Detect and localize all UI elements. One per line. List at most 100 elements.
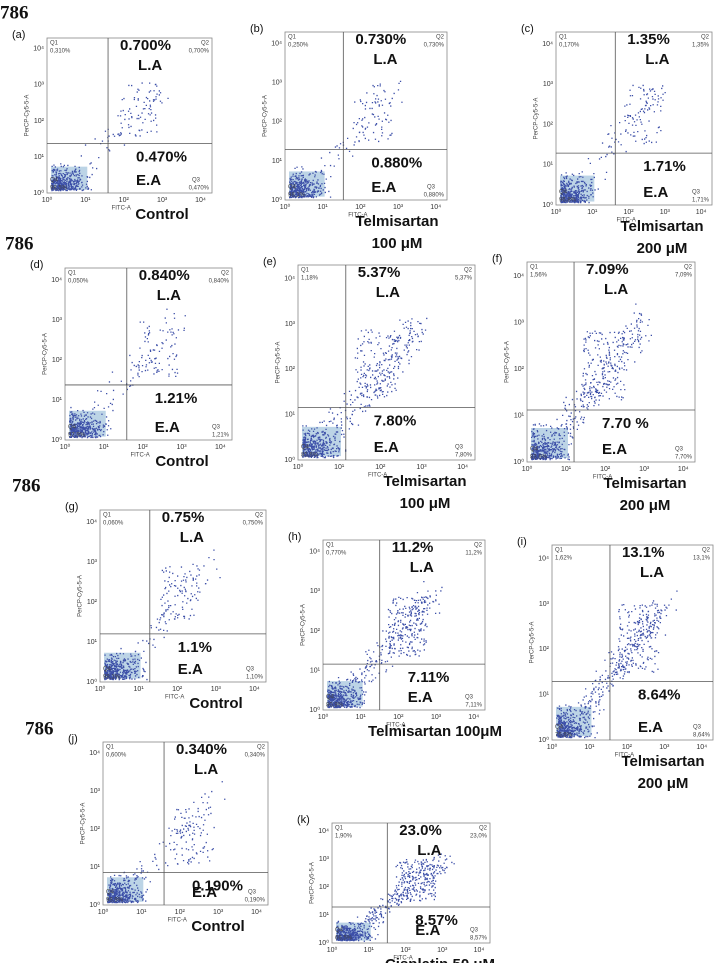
x-tick-label: 10³	[393, 204, 404, 211]
x-tick-label: 10¹	[318, 204, 329, 211]
panel-label: (j)	[68, 733, 78, 745]
condition-label: Telmisartan	[383, 473, 466, 490]
condition-label: 200 μM	[638, 775, 689, 792]
x-axis-label: FITC-A	[386, 723, 405, 729]
y-tick-label: 10²	[543, 121, 554, 128]
cell-dots	[327, 581, 443, 709]
late-apoptosis-percent: 13.1%	[622, 544, 665, 561]
condition-label: 100 μM	[372, 235, 423, 252]
quadrant-name: Q2	[464, 268, 473, 274]
panel-label: (i)	[517, 536, 527, 548]
x-axis-label: FITC-A	[130, 453, 149, 459]
quadrant-name: Q2	[201, 41, 210, 47]
late-apoptosis-percent: 1.35%	[627, 31, 670, 48]
cell-dots	[336, 853, 455, 942]
late-apoptosis-percent: 0.730%	[355, 31, 406, 48]
x-tick-label: 10¹	[99, 444, 110, 451]
row-header: 786	[5, 233, 34, 254]
x-tick-label: 10⁴	[696, 209, 707, 216]
x-tick-label: 10³	[213, 909, 224, 916]
x-axis-label: FITC-A	[615, 753, 634, 759]
condition-label: Control	[191, 918, 244, 935]
quadrant-percent: 1,90%	[335, 834, 353, 840]
x-tick-label: 10⁴	[195, 197, 206, 204]
quadrant-name: Q2	[255, 513, 264, 519]
y-axis-label: PerCP-Cy5-5-A	[78, 575, 84, 617]
quadrant-name: Q2	[436, 35, 445, 41]
y-tick-label: 10³	[543, 81, 554, 88]
early-apoptosis-percent: 7.70 %	[602, 415, 649, 432]
quadrant-name: Q3	[427, 185, 436, 191]
quadrant-percent: 7,80%	[455, 453, 473, 459]
cell-dots	[107, 781, 226, 904]
early-apoptosis-percent: 1.1%	[178, 639, 212, 656]
quadrant-percent: 7,11%	[465, 703, 482, 709]
quadrant-percent: 1,18%	[301, 276, 319, 282]
quadrant-name: Q2	[474, 543, 483, 549]
x-tick-label: 10³	[157, 197, 168, 204]
quadrant-name: Q2	[221, 271, 230, 277]
quadrant-percent: 0,770%	[326, 551, 347, 557]
quadrant-name: Q3	[470, 928, 479, 934]
late-apoptosis-label: L.A	[138, 57, 162, 74]
y-tick-label: 10⁴	[318, 828, 329, 835]
y-tick-label: 10⁰	[542, 201, 553, 209]
early-apoptosis-label: E.A	[178, 661, 203, 678]
x-tick-label: 10³	[211, 686, 222, 693]
quadrant-name: Q1	[301, 268, 310, 274]
plot-frame	[526, 261, 696, 463]
y-tick-label: 10⁴	[542, 41, 553, 48]
quadrant-percent: 23,0%	[470, 834, 488, 840]
quadrant-percent: 5,37%	[455, 276, 473, 282]
quadrant-percent: 0,730%	[424, 43, 445, 49]
cell-dots	[531, 303, 652, 461]
quadrant-percent: 0,190%	[245, 898, 266, 904]
x-tick-label: 10⁰	[42, 196, 53, 204]
x-tick-label: 10¹	[561, 466, 572, 473]
quadrant-name: Q4	[103, 667, 112, 673]
x-tick-label: 10¹	[134, 686, 145, 693]
quadrant-percent: 1,56%	[530, 273, 548, 279]
y-tick-label: 10⁰	[513, 458, 524, 466]
x-tick-label: 10⁰	[327, 946, 338, 954]
y-tick-label: 10⁴	[309, 549, 320, 556]
x-tick-label: 10²	[622, 744, 633, 751]
quadrant-percent: 11,2%	[465, 551, 482, 557]
x-tick-label: 10⁴	[678, 466, 689, 473]
quadrant-name: Q3	[693, 725, 702, 731]
early-apoptosis-percent: 0.470%	[136, 148, 187, 165]
early-apoptosis-percent: 0.190%	[192, 877, 243, 894]
y-tick-label: 10⁰	[271, 196, 282, 204]
y-tick-label: 10¹	[319, 912, 330, 919]
plot-frame	[555, 31, 713, 206]
plot-frame	[551, 544, 714, 741]
x-tick-label: 10¹	[587, 209, 598, 216]
y-tick-label: 10²	[272, 119, 283, 126]
y-tick-label: 10¹	[543, 162, 554, 169]
x-tick-label: 10²	[375, 464, 386, 471]
late-apoptosis-label: L.A	[157, 287, 181, 304]
early-apoptosis-label: E.A	[602, 441, 627, 458]
y-tick-label: 10¹	[52, 397, 63, 404]
early-apoptosis-percent: 8.57%	[415, 912, 458, 929]
quadrant-name: Q4	[68, 425, 77, 431]
quadrant-name: Q1	[103, 513, 112, 519]
x-tick-label: 10²	[393, 714, 404, 721]
condition-label: 100 μM	[400, 495, 451, 512]
early-apoptosis-percent: 7.80%	[374, 412, 417, 429]
x-axis-label: FITC-A	[348, 213, 367, 219]
quadrant-percent: 66,5%	[335, 936, 353, 942]
quadrant-name: Q1	[106, 745, 115, 751]
quadrant-percent: 8,64%	[693, 733, 711, 739]
y-tick-label: 10⁴	[33, 46, 44, 53]
plot-frame	[284, 31, 448, 201]
x-tick-label: 10¹	[136, 909, 147, 916]
quadrant-percent: 98,9%	[106, 898, 124, 904]
row-header: 786	[25, 718, 54, 739]
x-axis-label: FITC-A	[168, 918, 187, 924]
quadrant-name: Q2	[684, 265, 693, 271]
x-tick-label: 10¹	[334, 464, 345, 471]
x-tick-label: 10⁰	[60, 443, 71, 451]
quadrant-percent: 13,1%	[693, 556, 711, 562]
quadrant-name: Q3	[675, 447, 684, 453]
